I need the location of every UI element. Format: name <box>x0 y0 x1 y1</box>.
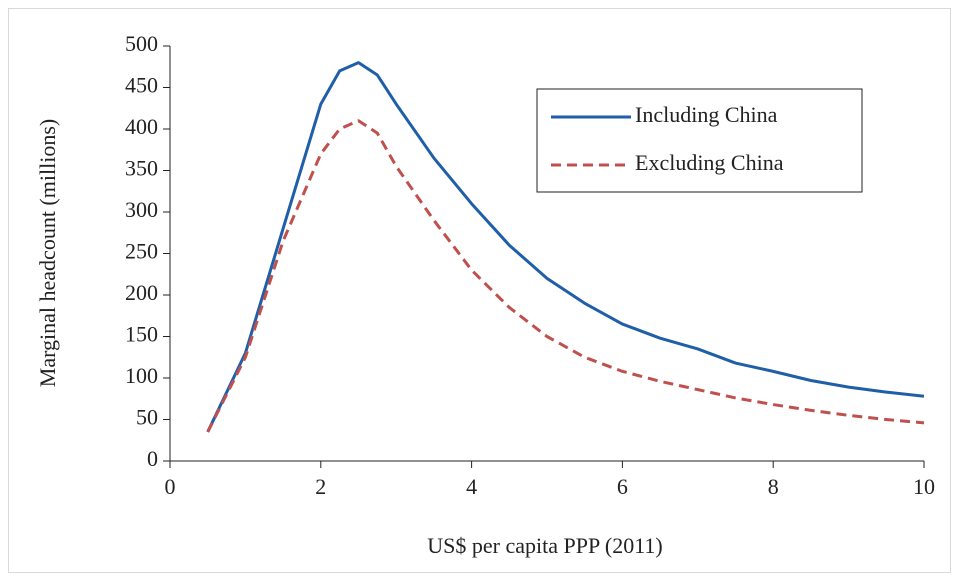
y-tick-label: 500 <box>125 31 158 56</box>
x-tick-label: 6 <box>617 474 628 499</box>
legend-label: Including China <box>635 102 778 127</box>
x-tick-label: 0 <box>165 474 176 499</box>
y-tick-label: 50 <box>136 405 158 430</box>
y-tick-label: 250 <box>125 239 158 264</box>
y-tick-label: 100 <box>125 363 158 388</box>
legend-box <box>536 88 863 193</box>
x-tick-label: 8 <box>768 474 779 499</box>
data-line <box>206 119 925 433</box>
y-tick-label: 300 <box>125 197 158 222</box>
data-line <box>206 61 925 433</box>
x-tick-label: 2 <box>315 474 326 499</box>
y-tick-label: 450 <box>125 73 158 98</box>
y-tick-label: 0 <box>147 446 158 471</box>
y-tick-label: 200 <box>125 280 158 305</box>
legend-label: Excluding China <box>635 150 784 175</box>
y-axis-title: Marginal headcount (millions) <box>35 119 60 387</box>
x-tick-label: 10 <box>913 474 935 499</box>
x-tick-label: 4 <box>466 474 477 499</box>
y-tick-label: 150 <box>125 322 158 347</box>
y-tick-label: 400 <box>125 114 158 139</box>
y-tick-label: 350 <box>125 156 158 181</box>
x-axis-title: US$ per capita PPP (2011) <box>427 533 662 558</box>
